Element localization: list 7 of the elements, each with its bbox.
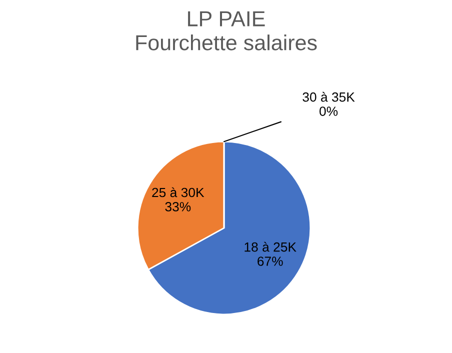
data-label: 33% bbox=[165, 202, 191, 212]
text: 0% bbox=[320, 106, 338, 116]
chart-title: LP PAIE Fourchette salaires bbox=[136, 11, 317, 50]
category-label: 30 à 35K bbox=[302, 92, 355, 102]
data-label: 67% bbox=[258, 256, 283, 266]
slice-label: 25 à 30K bbox=[152, 187, 204, 198]
slice-label: 18 à 25K bbox=[244, 242, 296, 252]
